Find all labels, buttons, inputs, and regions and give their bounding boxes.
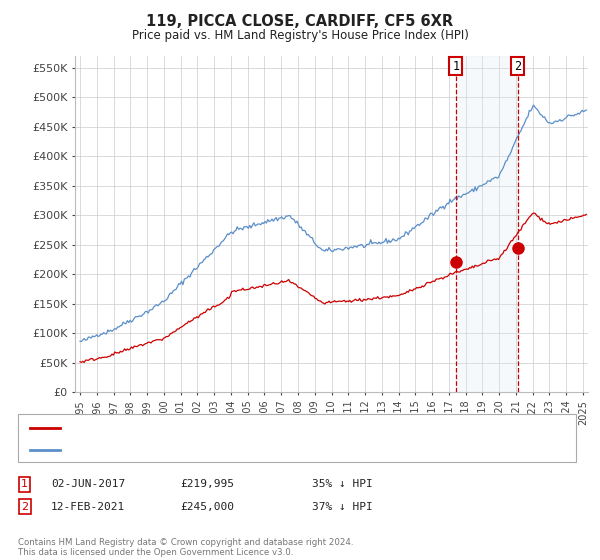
Text: 02-JUN-2017: 02-JUN-2017 (51, 479, 125, 489)
Bar (456, 56, 518, 392)
Text: Price paid vs. HM Land Registry's House Price Index (HPI): Price paid vs. HM Land Registry's House … (131, 29, 469, 42)
Text: 2: 2 (21, 502, 28, 512)
Text: 2: 2 (514, 59, 521, 73)
Text: HPI: Average price, detached house, Vale of Glamorgan: HPI: Average price, detached house, Vale… (69, 445, 372, 455)
Text: 119, PICCA CLOSE, CARDIFF, CF5 6XR (detached house): 119, PICCA CLOSE, CARDIFF, CF5 6XR (deta… (69, 423, 375, 433)
Text: 1: 1 (452, 59, 460, 73)
Text: 35% ↓ HPI: 35% ↓ HPI (312, 479, 373, 489)
Text: 37% ↓ HPI: 37% ↓ HPI (312, 502, 373, 512)
Text: £219,995: £219,995 (180, 479, 234, 489)
Text: 12-FEB-2021: 12-FEB-2021 (51, 502, 125, 512)
Text: Contains HM Land Registry data © Crown copyright and database right 2024.
This d: Contains HM Land Registry data © Crown c… (18, 538, 353, 557)
Text: 119, PICCA CLOSE, CARDIFF, CF5 6XR: 119, PICCA CLOSE, CARDIFF, CF5 6XR (146, 14, 454, 29)
Text: £245,000: £245,000 (180, 502, 234, 512)
Text: 1: 1 (21, 479, 28, 489)
